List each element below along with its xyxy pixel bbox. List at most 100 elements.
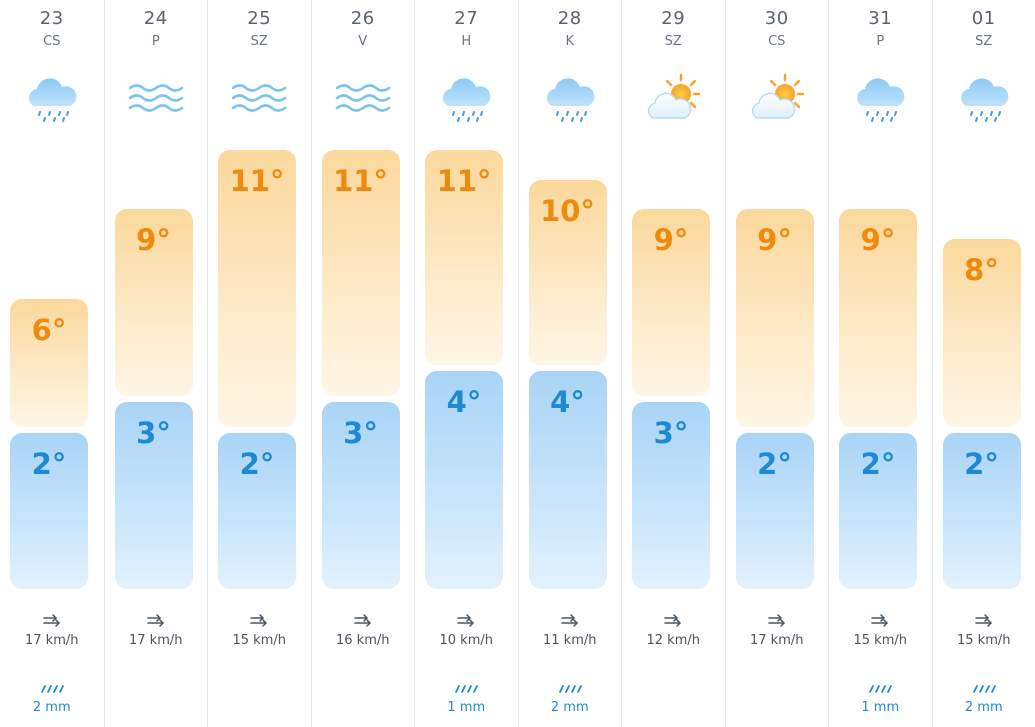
wind-speed: 15 km/h xyxy=(232,633,287,648)
day-column[interactable]: 29 SZ 9° 3° 12 km/h xyxy=(621,0,725,727)
high-temp-bar: 9° xyxy=(114,209,193,396)
wind-icon xyxy=(767,613,787,627)
precipitation: 1 mm xyxy=(447,700,486,715)
low-temp-bar: 2° xyxy=(942,433,1021,589)
wind-icon xyxy=(146,613,166,627)
rain-cloud-icon xyxy=(436,72,496,128)
day-weekday: SZ xyxy=(664,34,682,49)
day-date: 24 xyxy=(143,8,168,29)
high-temp: 11° xyxy=(229,164,285,198)
high-temp: 9° xyxy=(860,223,896,258)
low-temp-bar: 2° xyxy=(735,433,814,589)
day-weekday: CS xyxy=(768,34,786,49)
rain-icon xyxy=(972,679,996,693)
day-column[interactable]: 30 CS 9° 2° 17 km/h xyxy=(724,0,829,727)
wind-speed: 11 km/h xyxy=(543,633,597,648)
day-column[interactable]: 01 SZ 8° 2° 15 km/h 2 mm xyxy=(931,0,1035,727)
high-temp-bar: 11° xyxy=(321,150,400,396)
day-date: 27 xyxy=(454,8,479,29)
low-temp-bar: 3° xyxy=(114,402,193,589)
high-temp: 9° xyxy=(757,223,792,258)
wind-icon xyxy=(353,613,373,627)
high-temp: 11° xyxy=(436,164,492,198)
day-weekday: V xyxy=(358,34,368,49)
wind-icon xyxy=(870,613,890,627)
low-temp-bar: 4° xyxy=(528,371,607,589)
wind-icon xyxy=(249,613,269,627)
wind-icon xyxy=(42,613,62,627)
high-temp-bar: 11° xyxy=(425,150,503,365)
high-temp-bar: 6° xyxy=(10,298,88,427)
day-weekday: SZ xyxy=(975,34,993,49)
rain-cloud-icon xyxy=(850,72,910,128)
day-column[interactable]: 28 K 10° 4° 11 km/h 2 mm xyxy=(517,0,622,727)
day-column[interactable]: 23 CS 6° 2° 17 km/h 2 mm xyxy=(0,0,104,727)
rain-cloud-icon xyxy=(954,72,1014,128)
sun-cloud-icon xyxy=(747,72,807,128)
wind-icon xyxy=(126,72,186,128)
day-weekday: K xyxy=(565,34,575,49)
low-temp: 3° xyxy=(653,416,689,450)
wind-speed: 16 km/h xyxy=(336,633,390,648)
day-column[interactable]: 31 P 9° 2° 15 km/h 1 mm xyxy=(828,0,932,727)
precipitation: 2 mm xyxy=(550,700,589,715)
rain-icon xyxy=(868,679,893,693)
low-temp-bar: 2° xyxy=(839,433,917,589)
precipitation: 1 mm xyxy=(861,700,900,715)
low-temp: 2° xyxy=(239,447,275,481)
day-date: 23 xyxy=(39,8,64,29)
low-temp-bar: 2° xyxy=(218,433,296,589)
day-weekday: H xyxy=(461,34,472,49)
high-temp-bar: 8° xyxy=(942,239,1021,427)
wind-speed: 15 km/h xyxy=(957,633,1011,648)
low-temp: 3° xyxy=(343,416,378,450)
wind-icon xyxy=(333,72,393,128)
high-temp: 10° xyxy=(540,193,595,228)
wind-speed: 10 km/h xyxy=(439,633,494,648)
low-temp: 4° xyxy=(550,385,585,419)
high-temp-bar: 11° xyxy=(218,150,296,427)
wind-speed: 17 km/h xyxy=(25,633,79,648)
rain-icon xyxy=(454,679,479,693)
day-date: 26 xyxy=(350,8,375,29)
low-temp: 2° xyxy=(964,447,999,481)
day-date: 28 xyxy=(557,8,582,29)
high-temp: 8° xyxy=(964,253,999,288)
low-temp: 2° xyxy=(757,447,792,481)
rain-cloud-icon xyxy=(22,72,82,128)
wind-icon xyxy=(663,613,683,627)
high-temp: 9° xyxy=(653,223,689,258)
high-temp-bar: 10° xyxy=(528,179,607,365)
wind-speed: 17 km/h xyxy=(129,633,183,648)
day-column[interactable]: 26 V 11° 3° 16 km/h xyxy=(310,0,415,727)
wind-speed: 17 km/h xyxy=(750,633,804,648)
low-temp: 4° xyxy=(446,385,482,419)
day-column[interactable]: 27 H 11° 4° 10 km/h 1 mm xyxy=(414,0,518,727)
sun-cloud-icon xyxy=(643,72,703,128)
day-weekday: CS xyxy=(43,34,61,49)
low-temp: 2° xyxy=(860,447,896,481)
precipitation: 2 mm xyxy=(32,700,71,715)
wind-icon xyxy=(560,613,580,627)
wind-speed: 12 km/h xyxy=(646,633,701,648)
high-temp-bar: 9° xyxy=(632,209,710,396)
wind-icon xyxy=(456,613,476,627)
rain-icon xyxy=(40,679,64,693)
day-date: 01 xyxy=(971,8,996,29)
low-temp-bar: 3° xyxy=(321,402,400,589)
low-temp-bar: 4° xyxy=(425,371,503,589)
low-temp-bar: 2° xyxy=(10,433,88,589)
low-temp-bar: 3° xyxy=(632,402,710,589)
high-temp: 11° xyxy=(333,164,388,198)
high-temp: 9° xyxy=(136,223,171,258)
wind-icon xyxy=(974,613,994,627)
day-date: 30 xyxy=(764,8,789,29)
day-column[interactable]: 24 P 9° 3° 17 km/h xyxy=(103,0,208,727)
rain-cloud-icon xyxy=(540,72,600,128)
high-temp: 6° xyxy=(31,312,67,347)
day-column[interactable]: 25 SZ 11° 2° 15 km/h xyxy=(207,0,311,727)
wind-icon xyxy=(229,72,289,128)
low-temp: 2° xyxy=(31,447,67,481)
day-weekday: SZ xyxy=(250,34,268,49)
